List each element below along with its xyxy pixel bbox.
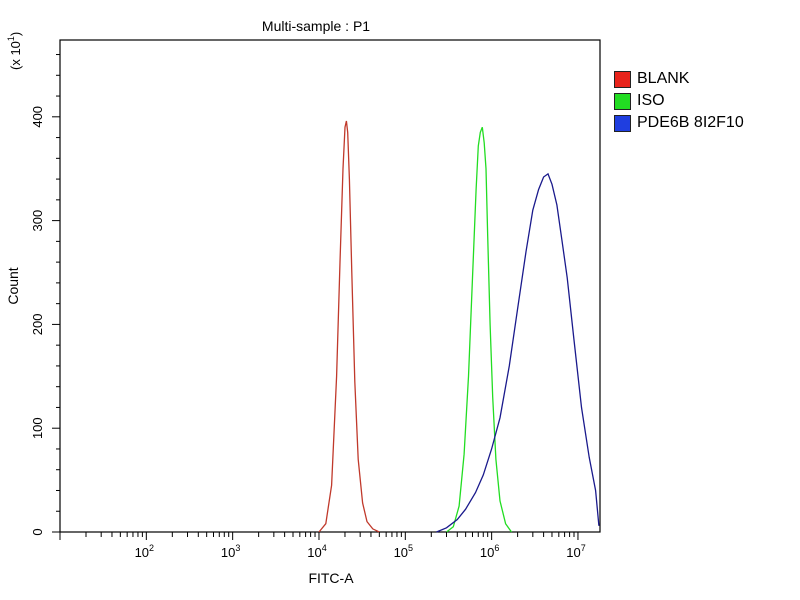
legend-item-iso: ISO (614, 90, 744, 112)
x-tick-label: 103 (221, 543, 240, 560)
series-layer (318, 120, 600, 533)
y-tick-label: 100 (30, 417, 45, 439)
y-multiplier-exponent: 1 (6, 36, 16, 41)
legend-label-iso: ISO (637, 92, 665, 109)
series-line-blank (318, 120, 380, 533)
y-multiplier-base: (x 10 (8, 41, 23, 70)
legend-swatch-pde6b (614, 114, 631, 132)
y-tick-label: 200 (30, 314, 45, 336)
y-multiplier-close: ) (8, 32, 23, 36)
legend-swatch-blank (614, 70, 631, 88)
legend: BLANK ISO PDE6B 8I2F10 (614, 68, 744, 134)
x-axis-label: FITC-A (308, 570, 354, 586)
y-axis-multiplier: (x 101) (6, 32, 23, 70)
y-tick-label: 0 (30, 528, 45, 535)
plot-frame (59, 39, 601, 533)
plot-area (59, 39, 601, 533)
x-tick-label: 107 (566, 543, 585, 560)
series-line-iso (446, 126, 513, 533)
x-tick-label: 105 (394, 543, 413, 560)
svg-text:(x 101): (x 101) (6, 32, 23, 70)
y-tick-label: 300 (30, 210, 45, 232)
legend-item-blank: BLANK (614, 68, 744, 90)
y-axis-label: Count (5, 267, 21, 304)
x-tick-label: 104 (307, 543, 326, 560)
x-tick-label: 106 (480, 543, 499, 560)
y-axis: 0 100 200 300 400 (30, 54, 60, 536)
legend-label-blank: BLANK (637, 70, 690, 87)
legend-item-pde6b: PDE6B 8I2F10 (614, 112, 744, 134)
legend-swatch-iso (614, 92, 631, 110)
series-line-pde6b-8i2f10 (436, 172, 600, 533)
x-tick-label: 102 (135, 543, 154, 560)
chart-title: Multi-sample : P1 (262, 18, 370, 34)
x-axis: 102 103 104 105 106 107 (59, 532, 586, 560)
legend-label-pde6b: PDE6B 8I2F10 (637, 114, 744, 131)
y-tick-label: 400 (30, 106, 45, 128)
